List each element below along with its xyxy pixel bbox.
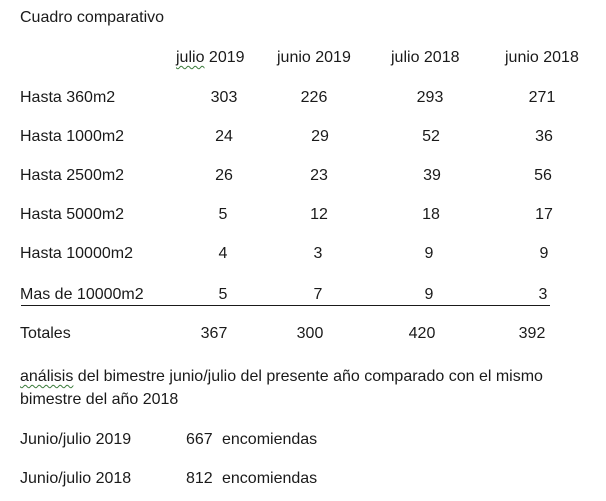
cell-5000-junio-2019: 12 <box>310 206 328 223</box>
cell-2500-julio-2018: 39 <box>423 167 441 184</box>
header-julio-word: julio <box>176 49 205 66</box>
totals-label: Totales <box>20 325 71 342</box>
cell-1000-junio-2019: 29 <box>311 128 329 145</box>
cell-360-julio-2019: 303 <box>210 89 238 106</box>
cell-5000-julio-2018: 18 <box>422 206 440 223</box>
row-label-1000: Hasta 1000m2 <box>20 128 125 145</box>
row-label-2500: Hasta 2500m2 <box>20 167 125 184</box>
cell-mas-10000-julio-2019: 5 <box>218 286 228 303</box>
cell-2500-junio-2019: 23 <box>310 167 328 184</box>
analysis-line-2: bimestre del año 2018 <box>20 391 179 408</box>
cell-1000-julio-2018: 52 <box>422 128 440 145</box>
cell-10000-julio-2019: 4 <box>218 245 228 262</box>
column-header-julio-2019: julio 2019 <box>176 48 245 68</box>
row-label-360: Hasta 360m2 <box>20 89 116 106</box>
summary-period-2019: Junio/julio 2019 <box>20 431 132 448</box>
analysis-word: análisis <box>20 368 74 385</box>
cell-360-julio-2018: 293 <box>416 89 444 106</box>
row-label-10000: Hasta 10000m2 <box>20 245 133 262</box>
analysis-line-1: análisis del bimestre junio/julio del pr… <box>20 367 543 387</box>
cell-360-junio-2019: 226 <box>300 89 328 106</box>
row-label-mas-10000: Mas de 10000m2 <box>20 286 144 303</box>
document-title: Cuadro comparativo <box>20 9 165 26</box>
analysis-line-1-rest: del bimestre junio/julio del presente añ… <box>73 368 543 385</box>
cell-2500-julio-2019: 26 <box>215 167 233 184</box>
summary-count-2019: 667 <box>186 431 213 448</box>
cell-1000-julio-2019: 24 <box>215 128 233 145</box>
cell-mas-10000-junio-2019: 7 <box>313 286 323 303</box>
total-julio-2018: 420 <box>408 325 436 342</box>
cell-360-junio-2018: 271 <box>528 89 556 106</box>
row-label-5000: Hasta 5000m2 <box>20 206 125 223</box>
column-header-junio-2019: junio 2019 <box>277 49 351 66</box>
cell-mas-10000-junio-2018: 3 <box>538 286 548 303</box>
column-header-junio-2018: junio 2018 <box>505 49 579 66</box>
total-julio-2019: 367 <box>200 325 228 342</box>
cell-mas-10000-julio-2018: 9 <box>424 286 434 303</box>
cell-5000-junio-2018: 17 <box>535 206 553 223</box>
cell-10000-junio-2019: 3 <box>313 245 323 262</box>
cell-10000-julio-2018: 9 <box>424 245 434 262</box>
total-junio-2018: 392 <box>518 325 546 342</box>
cell-5000-julio-2019: 5 <box>218 206 228 223</box>
cell-10000-junio-2018: 9 <box>539 245 549 262</box>
summary-count-2018: 812 <box>186 470 213 487</box>
summary-period-2018: Junio/julio 2018 <box>20 470 132 487</box>
header-julio-year: 2019 <box>204 49 245 66</box>
cell-2500-junio-2018: 56 <box>534 167 552 184</box>
summary-unit-2019: encomiendas <box>222 431 318 448</box>
total-junio-2019: 300 <box>296 325 324 342</box>
totals-divider-rule <box>21 305 550 306</box>
cell-1000-junio-2018: 36 <box>535 128 553 145</box>
column-header-julio-2018: julio 2018 <box>391 49 460 66</box>
summary-unit-2018: encomiendas <box>222 470 318 487</box>
